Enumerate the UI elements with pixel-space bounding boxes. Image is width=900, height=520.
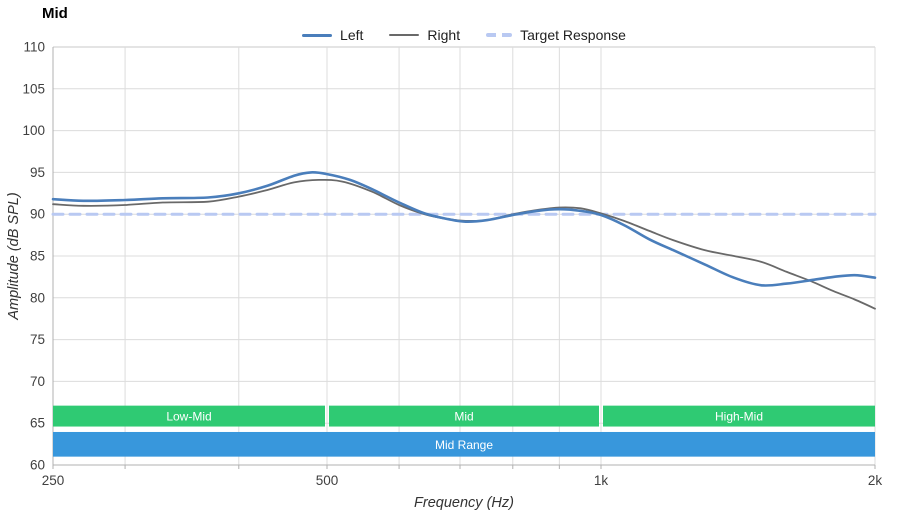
legend: Left Right Target Response [53,27,875,43]
y-tick-label-65: 65 [30,416,45,431]
band-label-mid-range: Mid Range [435,438,493,452]
band-low-mid [53,405,325,427]
left-line-swatch [302,33,333,37]
band-mid-range [53,431,875,457]
legend-label-target-response: Target Response [520,27,626,43]
x-tick-label-250: 250 [42,473,65,488]
y-tick-label-80: 80 [30,290,45,305]
legend-item-left[interactable]: Left [302,27,363,43]
y-tick-label-105: 105 [22,81,45,96]
legend-item-target-response[interactable]: Target Response [486,27,626,43]
legend-label-right: Right [427,27,461,43]
x-axis-title: Frequency (Hz) [414,495,514,511]
x-tick-label-1k: 1k [594,473,609,488]
band-label-low-mid: Low-Mid [166,410,211,424]
chart-title: Mid [42,5,68,22]
y-tick-label-110: 110 [23,40,45,55]
y-tick-label-70: 70 [30,374,45,389]
y-tick-label-75: 75 [30,332,45,347]
x-tick-label-500: 500 [316,473,339,488]
x-tick-label-2k: 2k [868,473,883,488]
y-tick-label-60: 60 [30,458,45,473]
y-axis-title: Amplitude (dB SPL) [6,192,22,320]
band-mid [329,405,599,427]
y-tick-label-90: 90 [30,207,45,222]
legend-item-right[interactable]: Right [389,27,460,43]
left-curve [51,171,877,287]
band-label-mid: Mid [454,410,473,424]
y-tick-label-100: 100 [22,123,45,138]
y-tick-label-95: 95 [30,165,45,180]
legend-label-left: Left [340,27,364,43]
right-line-swatch [389,34,420,36]
y-tick-label-85: 85 [30,249,45,264]
band-label-high-mid: High-Mid [715,410,763,424]
band-high-mid [603,405,875,427]
target-response-dash-swatch [486,33,513,37]
